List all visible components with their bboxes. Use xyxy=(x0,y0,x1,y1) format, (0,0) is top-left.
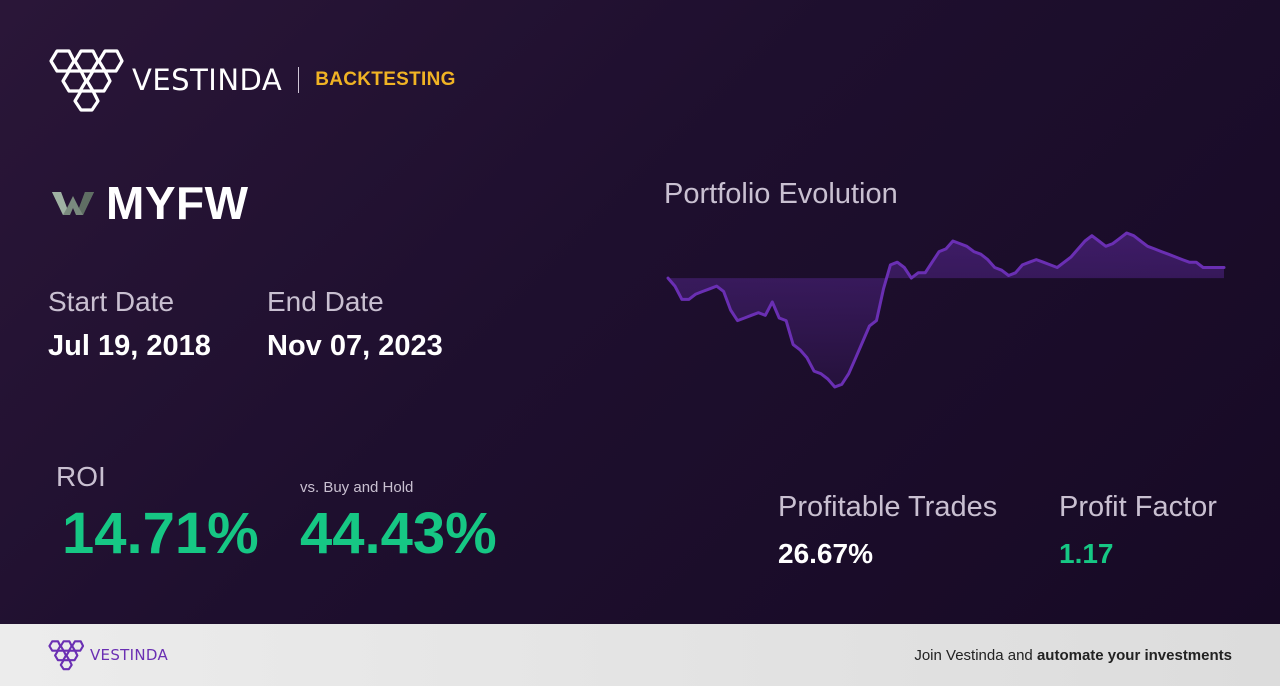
profitable-trades-block: Profitable Trades 26.67% xyxy=(778,491,997,570)
company-w-logo-icon xyxy=(52,192,94,215)
end-date-label: End Date xyxy=(267,286,384,317)
brand-header: VESTINDA BACKTESTING xyxy=(48,47,456,113)
hero-panel: VESTINDA BACKTESTING MYFW Start Date Jul… xyxy=(0,0,1280,624)
profit-factor-block: Profit Factor 1.17 xyxy=(1059,491,1217,570)
start-date-label: Start Date xyxy=(48,286,175,317)
profit-factor-label: Profit Factor xyxy=(1059,491,1217,523)
vestinda-logo-icon xyxy=(49,49,124,112)
footer-cta[interactable]: Join Vestinda and automate your investme… xyxy=(914,647,1232,664)
end-date-block: End Date Nov 07, 2023 xyxy=(267,286,443,363)
brand-tag: BACKTESTING xyxy=(315,69,456,90)
footer-bar: VESTINDA Join Vestinda and automate your… xyxy=(0,624,1280,686)
portfolio-chart xyxy=(666,231,1226,389)
profit-factor-value: 1.17 xyxy=(1059,538,1114,569)
start-date-block: Start Date Jul 19, 2018 xyxy=(48,286,211,363)
profitable-trades-value: 26.67% xyxy=(778,538,873,569)
brand-divider xyxy=(298,67,300,93)
vestinda-logo-icon xyxy=(48,640,84,671)
footer-brand-name: VESTINDA xyxy=(90,646,169,664)
chart-series-line xyxy=(666,231,1226,389)
chart-title: Portfolio Evolution xyxy=(664,178,898,210)
brand-name: VESTINDA xyxy=(132,63,283,97)
profitable-trades-label: Profitable Trades xyxy=(778,491,998,523)
ticker-header: MYFW xyxy=(50,176,249,230)
chart-area xyxy=(668,233,1224,387)
footer-brand[interactable]: VESTINDA xyxy=(48,639,168,671)
start-date-value: Jul 19, 2018 xyxy=(48,330,211,362)
roi-value: 14.71% xyxy=(62,501,259,566)
buy-hold-label: vs. Buy and Hold xyxy=(300,479,414,496)
footer-cta-bold: automate your investments xyxy=(1036,646,1232,664)
ticker-symbol: MYFW xyxy=(106,177,249,229)
footer-cta-prefix: Join Vestinda and xyxy=(914,646,1033,664)
buy-hold-value: 44.43% xyxy=(300,501,497,566)
roi-label: ROI xyxy=(56,461,106,492)
end-date-value: Nov 07, 2023 xyxy=(267,330,443,362)
